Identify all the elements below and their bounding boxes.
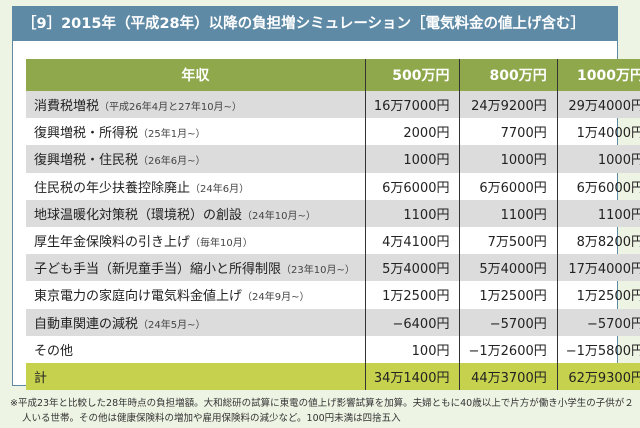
row-label-note: （24年10月~） [242, 210, 316, 222]
cell-value: 62万9300円 [556, 362, 640, 391]
table-row: 厚生年金保険料の引き上げ（毎年10月） 4万4100円 7万500円 8万8200円 [26, 226, 640, 255]
cell-value: 1万2500円 [459, 281, 558, 309]
row-label-text: 東京電力の家庭向け電気料金値上げ [34, 289, 243, 305]
cell-value: 1000円 [556, 145, 640, 173]
row-label-note: （24年9月~） [242, 292, 310, 304]
row-label-note: （24年5月~） [138, 319, 206, 331]
row-label: 計 [26, 362, 366, 391]
cell-value: 29万4000円 [556, 91, 640, 119]
table-row: 復興増税・住民税（26年6月~） 1000円 1000円 1000円 [26, 145, 640, 173]
cell-value: −1万5800円 [556, 335, 640, 363]
cell-value: 1100円 [364, 199, 460, 227]
footnote: ※平成23年と比較した28年時点の負担増額。大和総研の試算に東電の値上げ影響試算… [10, 398, 634, 424]
column-header: 1000万円 [556, 59, 640, 91]
panel-title: ［9］2015年（平成28年）以降の負担増シミュレーション［電気料金の値上げ含む… [13, 7, 617, 41]
row-label-note: （25年1月~） [138, 129, 206, 141]
column-header: 800万円 [459, 59, 558, 91]
cell-value: 100円 [364, 335, 460, 363]
column-header: 年収 [26, 59, 366, 91]
cell-value: 2000円 [364, 118, 460, 146]
table-row: 住民税の年少扶養控除廃止（24年6月） 6万6000円 6万6000円 6万6000円 [26, 172, 640, 200]
cell-value: 17万4000円 [556, 254, 640, 282]
cell-value: 8万8200円 [556, 226, 640, 255]
cell-value: 5万4000円 [364, 254, 460, 282]
row-label-note: （26年6月~） [138, 156, 206, 168]
cell-value: −5700円 [556, 308, 640, 336]
row-label-note: （24年6月） [190, 183, 250, 195]
cell-value: −6400円 [364, 308, 460, 336]
row-label-text: 復興増税・所得税 [34, 126, 139, 142]
cell-value: 1万2500円 [556, 281, 640, 309]
cell-value: 7万500円 [459, 226, 558, 255]
row-label-note: （23年10月~） [281, 265, 355, 277]
row-label: 消費税増税（平成26年4月と27年10月~） [26, 91, 366, 119]
row-label: その他 [26, 336, 365, 363]
row-label-text: 子ども手当（新児童手当）縮小と所得制限 [34, 262, 282, 278]
table-row: 地球温暖化対策税（環境税）の創設（24年10月~） 1100円 1100円 1100円 [26, 199, 640, 227]
row-label-text: 復興増税・住民税 [34, 153, 139, 169]
row-label-text: 厚生年金保険料の引き上げ [34, 235, 191, 251]
simulation-panel: ［9］2015年（平成28年）以降の負担増シミュレーション［電気料金の値上げ含む… [12, 6, 640, 391]
cell-value: 1万4000円 [556, 118, 640, 146]
cell-value: 6万6000円 [364, 172, 460, 200]
cell-value: 1100円 [459, 199, 558, 227]
column-header: 500万円 [364, 59, 460, 91]
table-row: 自動車関連の減税（24年5月~） −6400円 −5700円 −5700円 [26, 308, 640, 336]
cell-value: 1100円 [556, 199, 640, 227]
table-row: 東京電力の家庭向け電気料金値上げ（24年9月~） 1万2500円 1万2500円 1万… [26, 281, 640, 309]
burden-table: 年収 500万円 800万円 1000万円 消費税増税（平成26年4月と27年1… [26, 59, 640, 391]
row-label-text: 住民税の年少扶養控除廃止 [34, 180, 191, 196]
row-label-note: （毎年10月） [190, 238, 253, 250]
cell-value: 1万2500円 [364, 281, 460, 309]
table-row: 消費税増税（平成26年4月と27年10月~） 16万7000円 24万9200円 29… [26, 91, 640, 119]
row-label: 東京電力の家庭向け電気料金値上げ（24年9月~） [26, 281, 365, 308]
row-label: 厚生年金保険料の引き上げ（毎年10月） [26, 227, 365, 254]
row-label: 子ども手当（新児童手当）縮小と所得制限（23年10月~） [26, 254, 366, 282]
table-row: その他 100円 −1万2600円 −1万5800円 [26, 335, 640, 363]
row-label: 地球温暖化対策税（環境税）の創設（24年10月~） [26, 199, 366, 227]
row-label: 復興増税・所得税（25年1月~） [26, 118, 365, 145]
cell-value: 6万6000円 [459, 172, 558, 200]
row-label: 復興増税・住民税（26年6月~） [26, 145, 366, 173]
row-label-note: （平成26年4月と27年10月~） [99, 102, 242, 114]
table-header-row: 年収 500万円 800万円 1000万円 [26, 59, 640, 91]
cell-value: −5700円 [459, 308, 558, 336]
row-label: 住民税の年少扶養控除廃止（24年6月） [26, 173, 365, 200]
cell-value: 24万9200円 [459, 91, 558, 119]
row-label-text: 地球温暖化対策税（環境税）の創設 [34, 207, 243, 223]
row-label-text: 計 [34, 370, 48, 386]
cell-value: 7700円 [459, 118, 558, 146]
cell-value: 1000円 [364, 145, 460, 173]
table-row: 復興増税・所得税（25年1月~） 2000円 7700円 1万4000円 [26, 118, 640, 146]
cell-value: 34万1400円 [364, 362, 460, 391]
table-row: 子ども手当（新児童手当）縮小と所得制限（23年10月~） 5万4000円 5万400… [26, 254, 640, 282]
row-label-text: 自動車関連の減税 [34, 316, 139, 332]
row-label: 自動車関連の減税（24年5月~） [26, 308, 366, 336]
cell-value: 6万6000円 [556, 172, 640, 200]
cell-value: 44万3700円 [459, 362, 558, 391]
total-row: 計 34万1400円 44万3700円 62万9300円 [26, 362, 640, 391]
cell-value: 16万7000円 [364, 91, 460, 119]
cell-value: 4万4100円 [364, 226, 460, 255]
row-label-text: その他 [34, 343, 74, 359]
row-label-text: 消費税増税 [34, 99, 100, 115]
cell-value: 1000円 [459, 145, 558, 173]
cell-value: 5万4000円 [459, 254, 558, 282]
cell-value: −1万2600円 [459, 335, 558, 363]
